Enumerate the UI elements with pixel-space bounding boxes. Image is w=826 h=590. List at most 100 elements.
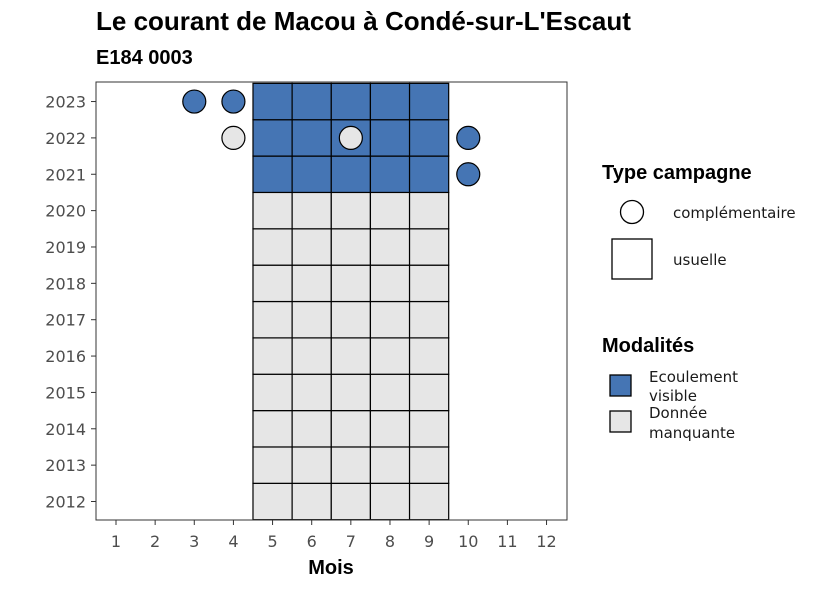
y-tick-label: 2017 [45,311,86,330]
cell-2012-6 [291,482,332,521]
complementary-campaign-points [182,89,481,187]
cell-2021-6 [291,155,332,194]
cell-2022-6 [291,119,332,157]
cell-2023-8 [369,82,411,121]
cell-2019-8 [369,228,411,266]
legend-type-campagne: Type campagne complémentaire usuelle [602,162,796,280]
x-tick-label: 3 [189,532,199,551]
x-tick-label: 8 [385,532,395,551]
cell-2012-7 [330,482,372,521]
cell-2018-5 [252,264,293,303]
cell-2018-6 [291,264,332,303]
cell-2013-8 [369,446,411,484]
cell-2021-9 [408,155,450,194]
cell-2014-5 [252,410,293,448]
cell-2019-9 [408,228,450,266]
legend-square-key [611,238,653,280]
cell-2012-9 [408,482,450,521]
legend-modalites: Modalités Ecoulement visible Donnée manq… [602,335,743,442]
point-2022-7 [338,125,363,150]
cell-2015-9 [408,373,450,412]
cell-2015-5 [252,373,293,412]
cell-2018-7 [330,264,372,303]
cell-2014-8 [369,410,411,448]
x-tick-label: 2 [150,532,160,551]
chart-subtitle: E184 0003 [96,47,193,69]
x-tick-label: 12 [536,532,556,551]
legend-modalites-title: Modalités [602,335,694,357]
y-tick-label: 2014 [45,420,86,439]
cell-2017-5 [252,300,293,339]
cell-2016-9 [408,337,450,375]
cell-2022-8 [369,119,411,157]
cell-2022-5 [252,119,293,157]
x-tick-label: 1 [111,532,121,551]
x-axis: 1 2 3 4 5 6 7 8 9 10 11 12 [111,520,557,551]
cell-2013-6 [291,446,332,484]
chart-title: Le courant de Macou à Condé-sur-L'Escaut [96,6,631,36]
plot-panel-border [95,81,568,521]
legend-circle-key [619,199,645,225]
y-tick-label: 2022 [45,129,86,148]
cell-2016-6 [291,337,332,375]
cell-2015-6 [291,373,332,412]
x-axis-title: Mois [308,557,354,579]
y-tick-label: 2020 [45,202,86,221]
cell-2019-5 [252,228,293,266]
cell-2021-7 [330,155,372,194]
point-2022-4 [221,125,246,150]
cell-2018-9 [408,264,450,303]
x-tick-label: 10 [458,532,478,551]
cell-2016-7 [330,337,372,375]
cell-2023-9 [408,82,450,121]
y-tick-label: 2015 [45,383,86,402]
x-tick-label: 11 [497,532,517,551]
legend-label-ecoulement-visible: Ecoulement visible [649,368,743,405]
legend-type-label-complementaire: complémentaire [673,204,796,222]
y-tick-label: 2023 [45,93,86,112]
y-tick-label: 2016 [45,347,86,366]
legend-type-label-usuelle: usuelle [673,251,727,269]
y-axis: 2012 2013 2014 2015 2016 2017 2018 2019 2020 2021… [45,93,96,512]
cell-2020-9 [408,191,450,230]
cell-2022-9 [408,119,450,157]
cell-2020-7 [330,191,372,230]
cell-2013-9 [408,446,450,484]
cell-2015-8 [369,373,411,412]
cell-2014-9 [408,410,450,448]
cell-2012-8 [369,482,411,521]
x-tick-label: 4 [228,532,238,551]
x-tick-label: 7 [346,532,356,551]
cell-2016-8 [369,337,411,375]
point-2023-3 [182,89,207,114]
x-tick-label: 5 [267,532,277,551]
cell-2019-6 [291,228,332,266]
cell-2015-7 [330,373,372,412]
cell-2012-5 [252,482,293,521]
cell-2017-6 [291,300,332,339]
cell-2017-7 [330,300,372,339]
cell-2021-8 [369,155,411,194]
cell-2021-5 [252,155,293,194]
cell-2017-9 [408,300,450,339]
cell-2020-8 [369,191,411,230]
cell-2018-8 [369,264,411,303]
y-tick-label: 2021 [45,165,86,184]
cell-2016-5 [252,337,293,375]
x-tick-label: 9 [424,532,434,551]
cell-2023-7 [330,82,372,121]
y-tick-label: 2013 [45,456,86,475]
usual-campaign-cells [252,82,450,521]
cell-2013-5 [252,446,293,484]
cell-2014-7 [330,410,372,448]
x-tick-label: 6 [307,532,317,551]
legend-key-donnee-manquante [609,410,632,433]
legend-key-ecoulement-visible [609,374,632,397]
y-tick-label: 2018 [45,274,86,293]
point-2022-10 [456,125,481,150]
cell-2023-6 [291,82,332,121]
y-tick-label: 2019 [45,238,86,257]
cell-2014-6 [291,410,332,448]
cell-2023-5 [252,82,293,121]
